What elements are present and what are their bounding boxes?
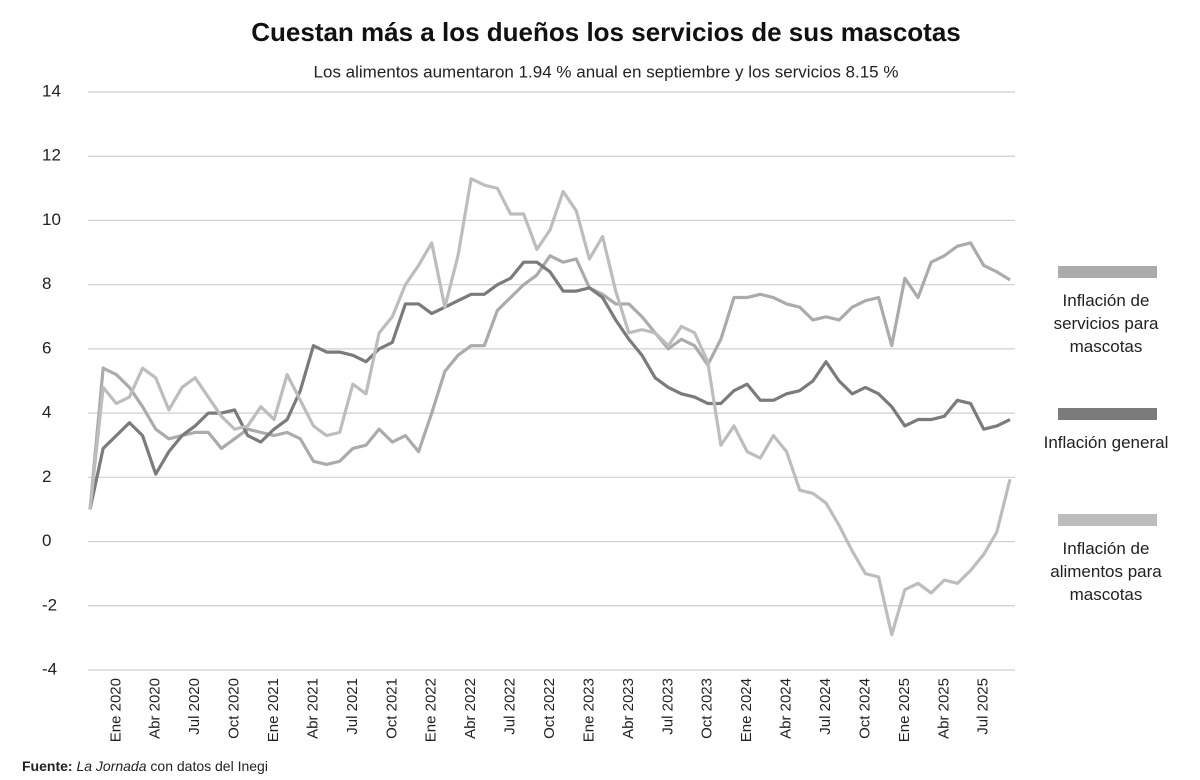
x-tick-label: Oct 2020 [226,678,243,739]
y-tick-label: 0 [42,531,51,550]
x-tick-label: Abr 2021 [304,678,321,739]
x-tick-label: Abr 2022 [462,678,479,739]
source: Fuente: La Jornada con datos del Inegi [22,758,268,774]
series-line [88,177,1012,637]
x-tick-label: Abr 2024 [778,678,795,739]
x-tick-label: Jul 2023 [659,678,676,735]
x-tick-label: Ene 2024 [738,678,755,742]
x-tick-label: Abr 2020 [147,678,164,739]
x-tick-label: Jul 2022 [502,678,519,735]
x-tick-label: Abr 2025 [935,678,952,739]
x-tick-label: Ene 2021 [265,678,282,742]
series-line [88,241,1011,510]
y-tick-label: 4 [42,403,51,422]
x-tick-label: Ene 2022 [423,678,440,742]
chart-title: Cuestan más a los dueños los servicios d… [251,17,961,47]
legend-label: Inflación de alimentos para mascotas [1050,539,1162,604]
y-tick-label: 12 [42,146,61,165]
x-tick-label: Abr 2023 [620,678,637,739]
x-tick-label: Oct 2021 [383,678,400,739]
x-tick-label: Oct 2023 [699,678,716,739]
y-tick-label: 2 [42,467,51,486]
legend-label: Inflación general [1043,433,1169,452]
x-tick-label: Ene 2023 [580,678,597,742]
y-tick-label: 6 [42,338,51,357]
source-text: con datos del Inegi [150,758,268,774]
y-tick-label: 14 [42,81,61,100]
x-tick-label: Ene 2025 [896,678,913,742]
chart-subtitle: Los alimentos aumentaron 1.94 % anual en… [314,62,899,81]
y-tick-label: -4 [42,659,57,678]
source-publication: La Jornada [76,758,147,774]
y-tick-label: 8 [42,274,51,293]
legend-label: Inflación de servicios para mascotas [1053,291,1159,356]
x-tick-label: Oct 2024 [856,678,873,739]
x-tick-label: Jul 2024 [817,678,834,735]
source-label: Fuente: [22,758,73,774]
y-tick-label: -2 [42,595,57,614]
x-tick-label: Jul 2021 [344,678,361,735]
x-tick-label: Oct 2022 [541,678,558,739]
x-tick-label: Ene 2020 [107,678,124,742]
x-tick-label: Jul 2020 [186,678,203,735]
y-tick-label: 10 [42,210,61,229]
x-tick-label: Jul 2025 [975,678,992,735]
